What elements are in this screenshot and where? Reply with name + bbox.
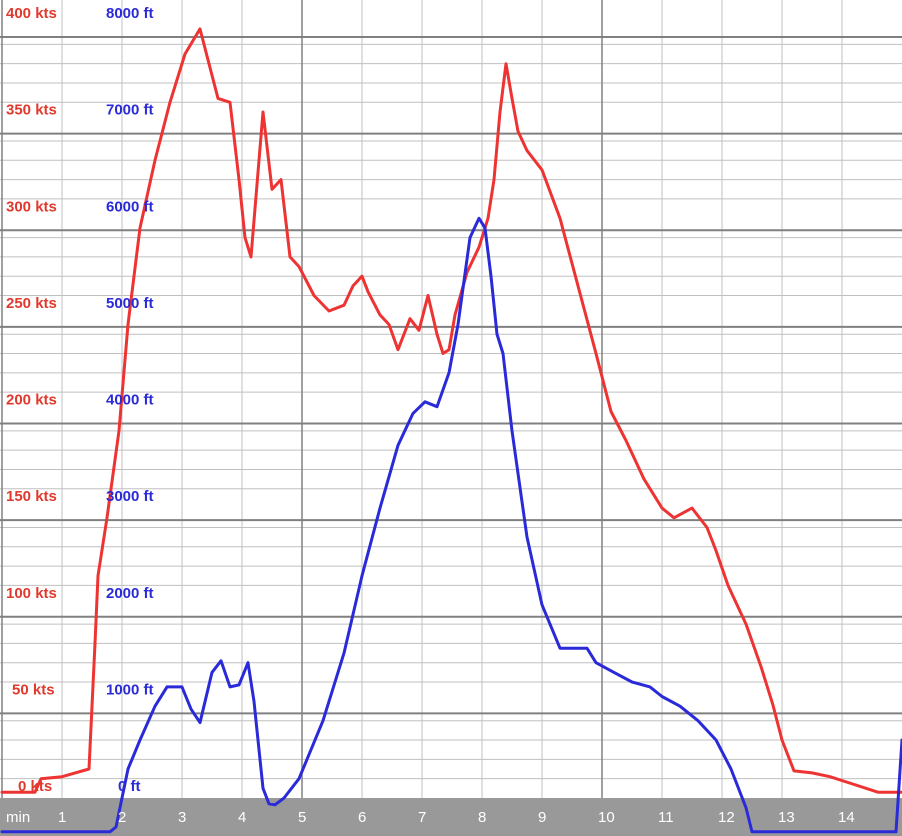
x-axis-unit-label: min: [6, 809, 30, 826]
y-tick-label-kts: 300 kts: [6, 198, 57, 215]
y-tick-label-kts: 150 kts: [6, 488, 57, 505]
x-tick-label: 6: [358, 809, 366, 826]
y-tick-label-kts: 350 kts: [6, 102, 57, 119]
series-line-altitude: [0, 216, 902, 834]
x-tick-label: 14: [838, 809, 855, 826]
x-tick-label: 2: [118, 809, 126, 826]
x-tick-label: 5: [298, 809, 306, 826]
y-tick-label-kts: 100 kts: [6, 585, 57, 602]
x-tick-label: 13: [778, 809, 795, 826]
x-tick-label: 1: [58, 809, 66, 826]
x-tick-label: 4: [238, 809, 246, 826]
x-tick-label: 9: [538, 809, 546, 826]
x-tick-label: 12: [718, 809, 735, 826]
x-tick-label: 7: [418, 809, 426, 826]
x-tick-label: 3: [178, 809, 186, 826]
y-tick-label-kts: 200 kts: [6, 392, 57, 409]
y-tick-label-kts: 400 kts: [6, 5, 57, 22]
x-tick-label: 10: [598, 809, 615, 826]
y-tick-label-ft: 8000 ft: [106, 5, 154, 22]
y-tick-label-kts: 250 kts: [6, 295, 57, 312]
y-tick-label-ft: 6000 ft: [106, 198, 154, 215]
y-tick-label-ft: 2000 ft: [106, 585, 154, 602]
x-tick-label: 11: [658, 809, 674, 826]
y-tick-label-kts: 50 kts: [12, 681, 55, 698]
y-tick-label-ft: 1000 ft: [106, 681, 154, 698]
y-tick-label-kts: 0 kts: [18, 778, 52, 795]
y-tick-label-ft: 3000 ft: [106, 488, 154, 505]
y-tick-label-ft: 0 ft: [118, 778, 141, 795]
x-tick-label: 8: [478, 809, 486, 826]
y-tick-label-ft: 4000 ft: [106, 392, 154, 409]
y-tick-label-ft: 7000 ft: [106, 102, 154, 119]
y-tick-label-ft: 5000 ft: [106, 295, 154, 312]
series-line-speed: [0, 27, 902, 794]
